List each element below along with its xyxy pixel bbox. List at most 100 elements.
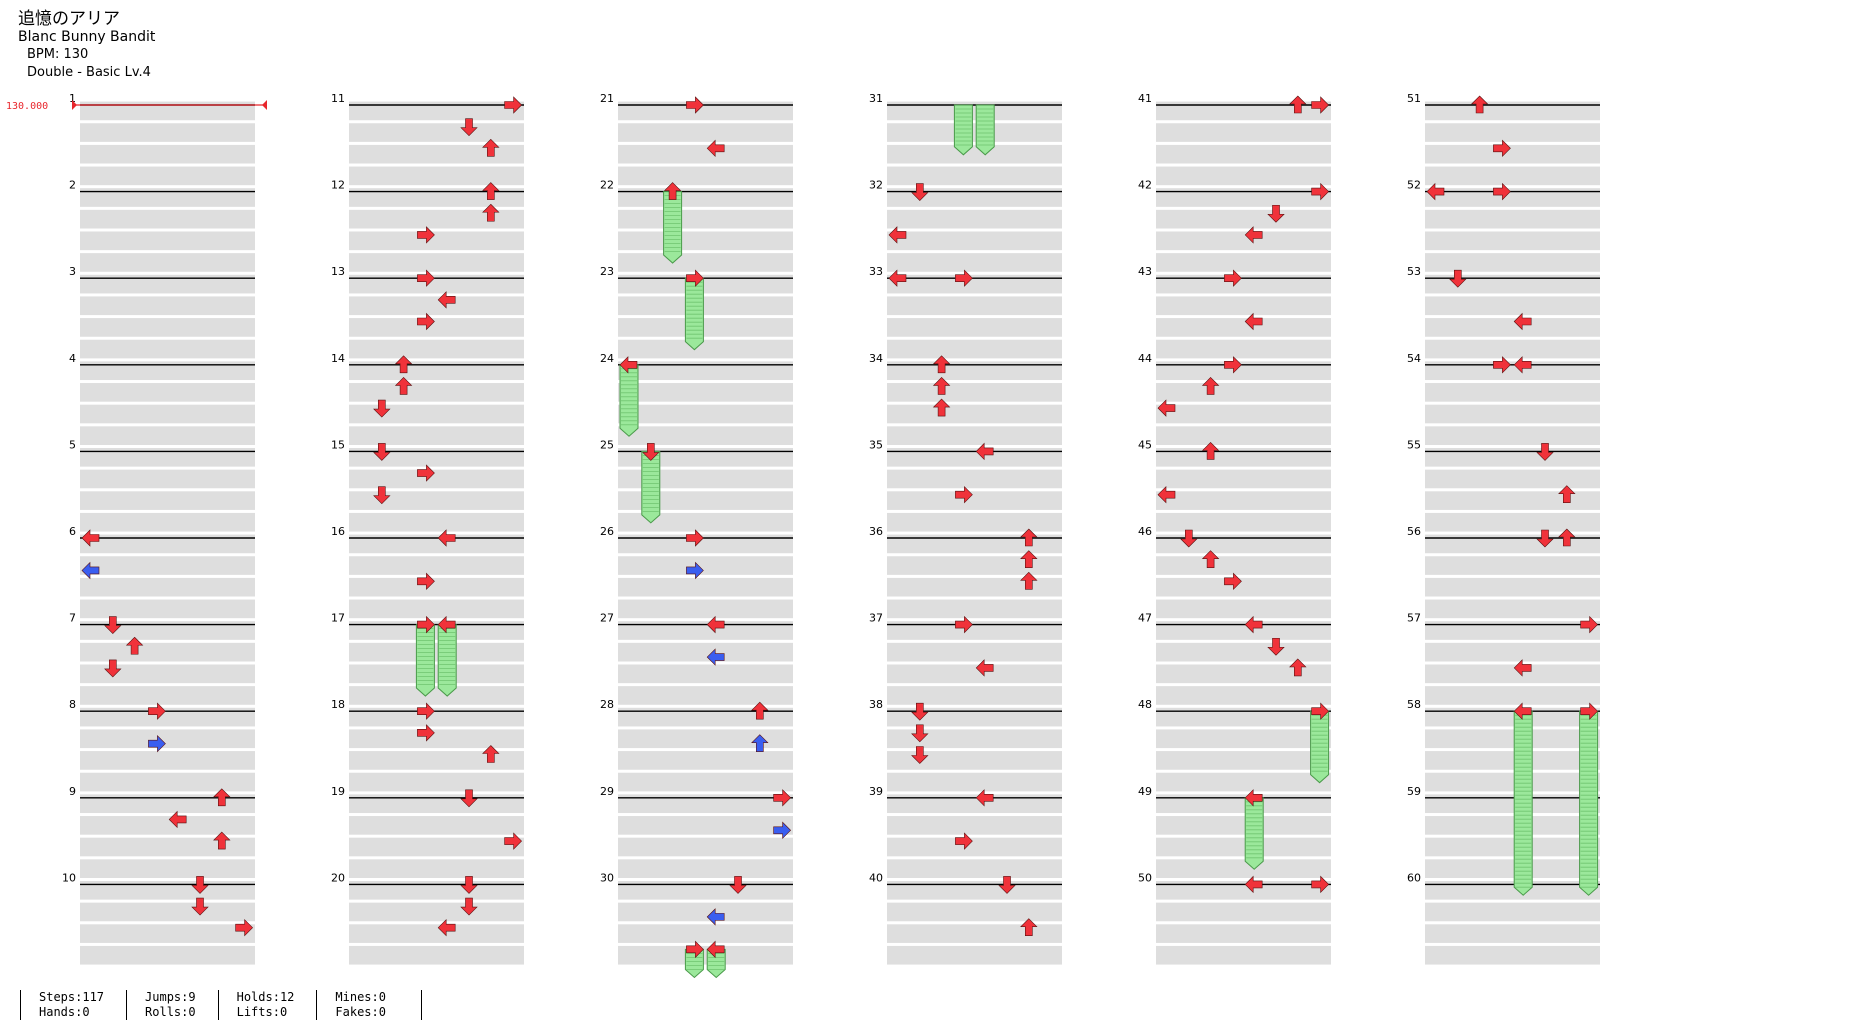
beat-band (618, 361, 793, 381)
arrow-up-icon (1470, 95, 1489, 114)
beat-band (618, 816, 793, 835)
beat-band (618, 491, 793, 510)
arrow-left-icon (619, 356, 638, 374)
beat-band (1156, 902, 1331, 922)
measure-number: 23 (600, 265, 614, 278)
beat-band (618, 837, 793, 857)
arrow-left-icon (1244, 226, 1263, 244)
arrow-down-icon (1180, 529, 1198, 548)
beat-band (349, 642, 524, 662)
beat-band (349, 859, 524, 878)
measure-36: 36 (869, 525, 1062, 619)
beat-band (618, 123, 793, 142)
arrow-up-icon (932, 398, 951, 417)
measure-38: 38 (869, 698, 1062, 792)
beat-band (887, 404, 1062, 424)
beat-band (887, 816, 1062, 835)
beat-band (887, 707, 1062, 727)
beat-band (1156, 253, 1331, 272)
beat-band (349, 404, 524, 424)
arrow-right-icon (955, 485, 973, 504)
beat-band (1156, 166, 1331, 186)
arrow-down-icon (191, 876, 209, 894)
beat-band (80, 274, 255, 294)
chart-stats: Steps:117 Hands:0 Jumps:9 Rolls:0 Holds:… (20, 990, 422, 1020)
measure-number: 51 (1407, 92, 1421, 105)
beat-band (80, 621, 255, 640)
beat-band (618, 880, 793, 900)
beat-band (80, 404, 255, 424)
arrow-left-icon (706, 615, 725, 634)
beat-band (349, 166, 524, 186)
arrow-down-icon (998, 876, 1016, 894)
beat-band (1425, 837, 1600, 857)
measure-number: 11 (331, 92, 345, 105)
measure-10: 10 (62, 871, 255, 965)
beat-band (618, 188, 793, 207)
arrow-right-icon (1493, 182, 1511, 201)
beat-band (1425, 274, 1600, 294)
beat-band (80, 707, 255, 727)
beat-band (349, 880, 524, 900)
arrow-down-icon (1536, 443, 1554, 461)
beat-band (80, 794, 255, 814)
measure-4: 4 (69, 352, 255, 445)
beat-band (80, 599, 255, 619)
beat-band (887, 686, 1062, 705)
arrow-right-icon (1224, 356, 1242, 374)
beat-band (349, 599, 524, 619)
beat-band (349, 469, 524, 489)
measure-number: 8 (69, 698, 76, 711)
beat-band (80, 729, 255, 749)
measure-56: 56 (1407, 525, 1600, 619)
beat-band (1156, 621, 1331, 640)
measure-51: 51 (1407, 92, 1600, 186)
measure-number: 2 (69, 179, 76, 192)
arrow-right-icon (1311, 702, 1330, 720)
beat-band (1425, 534, 1600, 554)
arrow-down-icon (1267, 637, 1285, 656)
beat-band (1156, 188, 1331, 207)
measure-number: 33 (869, 265, 883, 278)
measure-41: 41 (1138, 92, 1331, 186)
measure-number: 44 (1138, 352, 1152, 365)
beat-band (1156, 751, 1331, 770)
measure-55: 55 (1407, 438, 1600, 532)
beat-band (887, 729, 1062, 749)
beat-band (1425, 707, 1600, 727)
bpm-value: 130.000 (6, 101, 48, 112)
beat-band (1425, 426, 1600, 445)
arrow-down-icon (911, 724, 929, 743)
arrow-down-icon (460, 876, 478, 894)
arrow-down-icon (911, 702, 929, 721)
arrow-left-icon (706, 940, 725, 959)
beat-band (349, 209, 524, 229)
beat-band (1156, 296, 1331, 316)
beat-band (618, 664, 793, 684)
measure-26: 26 (600, 525, 793, 619)
beat-band (618, 859, 793, 878)
beat-band (80, 144, 255, 164)
beat-band (618, 296, 793, 316)
beat-band (618, 642, 793, 662)
arrow-up-icon (213, 831, 231, 850)
beat-band (1156, 101, 1331, 121)
arrow-down-icon (642, 443, 660, 461)
measure-number: 30 (600, 871, 614, 884)
beat-band (887, 794, 1062, 814)
measure-number: 54 (1407, 352, 1421, 365)
beat-band (887, 512, 1062, 532)
arrow-down-icon (911, 183, 929, 202)
measure-number: 60 (1407, 871, 1421, 884)
steps-count: Steps:117 (39, 990, 105, 1004)
arrow-left-icon (706, 648, 725, 666)
bpm-left-tick (72, 100, 77, 110)
beat-band (349, 339, 524, 359)
arrow-right-icon (417, 702, 435, 720)
beat-band (887, 945, 1062, 965)
arrow-right-icon (955, 615, 973, 634)
arrow-left-icon (975, 789, 994, 807)
arrow-right-icon (235, 918, 254, 937)
beat-band (80, 751, 255, 770)
hands-count: Hands:0 (39, 1005, 90, 1019)
